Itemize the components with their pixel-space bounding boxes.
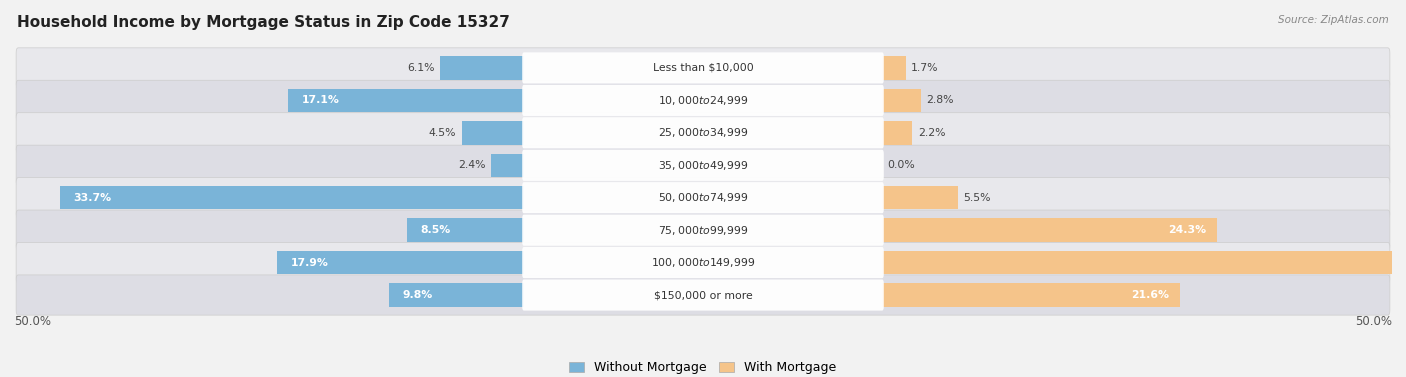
Text: 0.0%: 0.0% [887, 160, 915, 170]
FancyBboxPatch shape [522, 52, 884, 84]
Bar [882, 251, 1406, 274]
Text: $10,000 to $24,999: $10,000 to $24,999 [658, 94, 748, 107]
Text: 33.7%: 33.7% [73, 193, 111, 203]
FancyBboxPatch shape [522, 247, 884, 278]
FancyBboxPatch shape [522, 215, 884, 246]
Text: 50.0%: 50.0% [1355, 315, 1392, 328]
Text: 2.4%: 2.4% [458, 160, 485, 170]
Text: 8.5%: 8.5% [420, 225, 451, 235]
FancyBboxPatch shape [15, 145, 1391, 185]
Bar [461, 121, 524, 144]
FancyBboxPatch shape [15, 275, 1391, 315]
Text: $75,000 to $99,999: $75,000 to $99,999 [658, 224, 748, 237]
Text: $100,000 to $149,999: $100,000 to $149,999 [651, 256, 755, 269]
FancyBboxPatch shape [522, 150, 884, 181]
FancyBboxPatch shape [15, 48, 1391, 88]
Bar [491, 153, 524, 177]
Text: 4.5%: 4.5% [429, 128, 457, 138]
Bar [882, 56, 905, 80]
FancyBboxPatch shape [15, 178, 1391, 218]
Bar [882, 121, 912, 144]
Text: 6.1%: 6.1% [406, 63, 434, 73]
Bar [277, 251, 524, 274]
Text: 50.0%: 50.0% [14, 315, 51, 328]
FancyBboxPatch shape [522, 117, 884, 149]
FancyBboxPatch shape [15, 113, 1391, 153]
Bar [882, 284, 1180, 307]
Text: 5.5%: 5.5% [963, 193, 991, 203]
Text: 2.2%: 2.2% [918, 128, 945, 138]
Bar [440, 56, 524, 80]
Bar [882, 89, 921, 112]
Bar [288, 89, 524, 112]
FancyBboxPatch shape [522, 279, 884, 311]
Bar [389, 284, 524, 307]
Text: 9.8%: 9.8% [402, 290, 433, 300]
Bar [406, 218, 524, 242]
Legend: Without Mortgage, With Mortgage: Without Mortgage, With Mortgage [564, 356, 842, 377]
Text: Less than $10,000: Less than $10,000 [652, 63, 754, 73]
FancyBboxPatch shape [522, 85, 884, 116]
FancyBboxPatch shape [15, 242, 1391, 283]
FancyBboxPatch shape [15, 210, 1391, 250]
Text: $150,000 or more: $150,000 or more [654, 290, 752, 300]
Text: 17.1%: 17.1% [302, 95, 340, 106]
Bar [882, 186, 957, 209]
Text: 24.3%: 24.3% [1168, 225, 1206, 235]
Text: 17.9%: 17.9% [291, 257, 329, 268]
Bar [59, 186, 524, 209]
Text: $25,000 to $34,999: $25,000 to $34,999 [658, 126, 748, 139]
FancyBboxPatch shape [522, 182, 884, 213]
Text: 1.7%: 1.7% [911, 63, 939, 73]
FancyBboxPatch shape [15, 80, 1391, 121]
Text: Household Income by Mortgage Status in Zip Code 15327: Household Income by Mortgage Status in Z… [17, 15, 510, 30]
Text: Source: ZipAtlas.com: Source: ZipAtlas.com [1278, 15, 1389, 25]
Text: $50,000 to $74,999: $50,000 to $74,999 [658, 191, 748, 204]
Bar [882, 218, 1218, 242]
Text: $35,000 to $49,999: $35,000 to $49,999 [658, 159, 748, 172]
Text: 2.8%: 2.8% [927, 95, 953, 106]
Text: 21.6%: 21.6% [1130, 290, 1168, 300]
